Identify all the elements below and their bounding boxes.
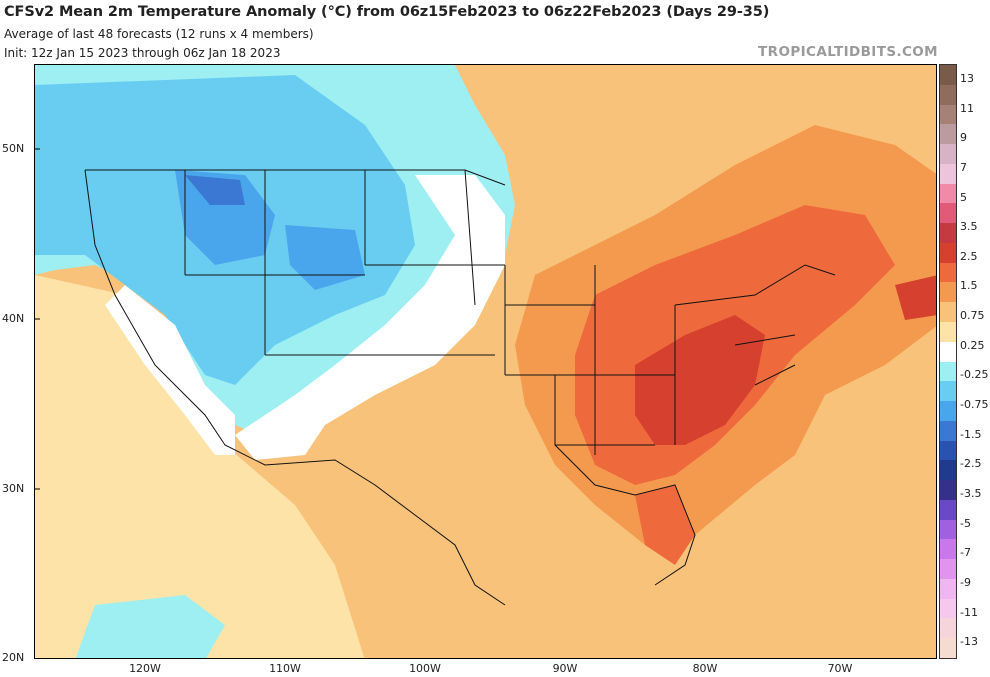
colorbar-segment [940,638,956,659]
colorbar-segment [940,302,956,323]
colorbar-segment [940,598,956,619]
colorbar-label: -11 [960,605,978,619]
colorbar [939,64,957,659]
map-title: CFSv2 Mean 2m Temperature Anomaly (°C) f… [4,4,770,20]
colorbar-label: -0.75 [960,398,989,412]
map-subtitle: Average of last 48 forecasts (12 runs x … [4,27,314,41]
us-southwest-coastline [84,169,506,606]
colorbar-label: 9 [960,131,967,145]
colorbar-label: -3.5 [960,487,982,501]
colorbar-segment [940,341,956,362]
colorbar-segment [940,539,956,560]
colorbar-label: -0.25 [960,368,989,382]
colorbar-segment [940,124,956,145]
lat-ticks [35,148,40,490]
anomaly-map [34,64,937,659]
colorbar-label: 11 [960,101,974,115]
cold-region-core-2 [285,225,365,290]
colorbar-label: 5 [960,190,967,204]
gulf-coastline [554,444,696,586]
colorbar-segment [940,480,956,501]
eastern-state-lines [674,264,836,386]
colorbar-segment [940,578,956,600]
colorbar-label: -9 [960,575,971,589]
colorbar-segment [940,282,956,303]
colorbar-label: 0.75 [960,309,985,323]
colorbar-segment [940,618,956,639]
western-state-lines [184,169,506,375]
colorbar-segment [940,203,956,224]
colorbar-segment [940,65,956,86]
colorbar-segment [940,321,956,343]
colorbar-segment [940,223,956,244]
colorbar-segment [940,183,956,204]
colorbar-label: -1.5 [960,427,982,441]
colorbar-segment [940,499,956,521]
colorbar-label: -2.5 [960,457,982,471]
warm-east-core [635,315,765,445]
colorbar-segment [940,361,956,382]
pale-warm-southwest [35,275,365,658]
lon-label-80w: 80W [692,662,718,675]
lon-label-100w: 100W [409,662,441,675]
colorbar-segment [940,242,956,264]
lon-label-90w: 90W [552,662,578,675]
colorbar-label: 0.25 [960,338,985,352]
warm-gulf [635,485,695,565]
colorbar-label: 3.5 [960,220,978,234]
colorbar-segment [940,519,956,540]
lat-label-20n: 20N [2,651,25,664]
colorbar-segment [940,84,956,106]
colorbar-segment [940,460,956,481]
cold-patch-pacific [75,595,225,658]
colorbar-segment [940,163,956,185]
lon-label-110w: 110W [269,662,301,675]
brand-watermark: TROPICALTIDBITS.COM [758,44,938,60]
neutral-wedge-plains [235,175,505,460]
colorbar-segment [940,440,956,461]
colorbar-segment [940,420,956,442]
cold-region-max [185,175,245,205]
lon-label-120w: 120W [129,662,161,675]
colorbar-segment [940,401,956,422]
lon-label-70w: 70W [827,662,853,675]
colorbar-segment [940,381,956,402]
init-text: Init: 12z Jan 15 2023 through 06z Jan 18… [4,46,281,60]
colorbar-segment [940,262,956,283]
colorbar-segment [940,104,956,125]
lat-label-50n: 50N [2,142,25,155]
colorbar-label: -7 [960,546,971,560]
colorbar-label: 13 [960,71,974,85]
warm-atlantic-core [895,275,936,320]
colorbar-label: 2.5 [960,249,978,263]
colorbar-segment [940,144,956,165]
colorbar-label: -13 [960,635,978,649]
colorbar-segment [940,559,956,580]
anomaly-map-svg [35,65,936,658]
lat-label-40n: 40N [2,312,25,325]
border-lines [84,169,836,606]
colorbar-label: -5 [960,516,971,530]
cold-region-core [175,170,275,265]
central-state-lines [505,265,676,455]
colorbar-label: 7 [960,160,967,174]
lat-label-30n: 30N [2,482,25,495]
colorbar-label: 1.5 [960,279,978,293]
